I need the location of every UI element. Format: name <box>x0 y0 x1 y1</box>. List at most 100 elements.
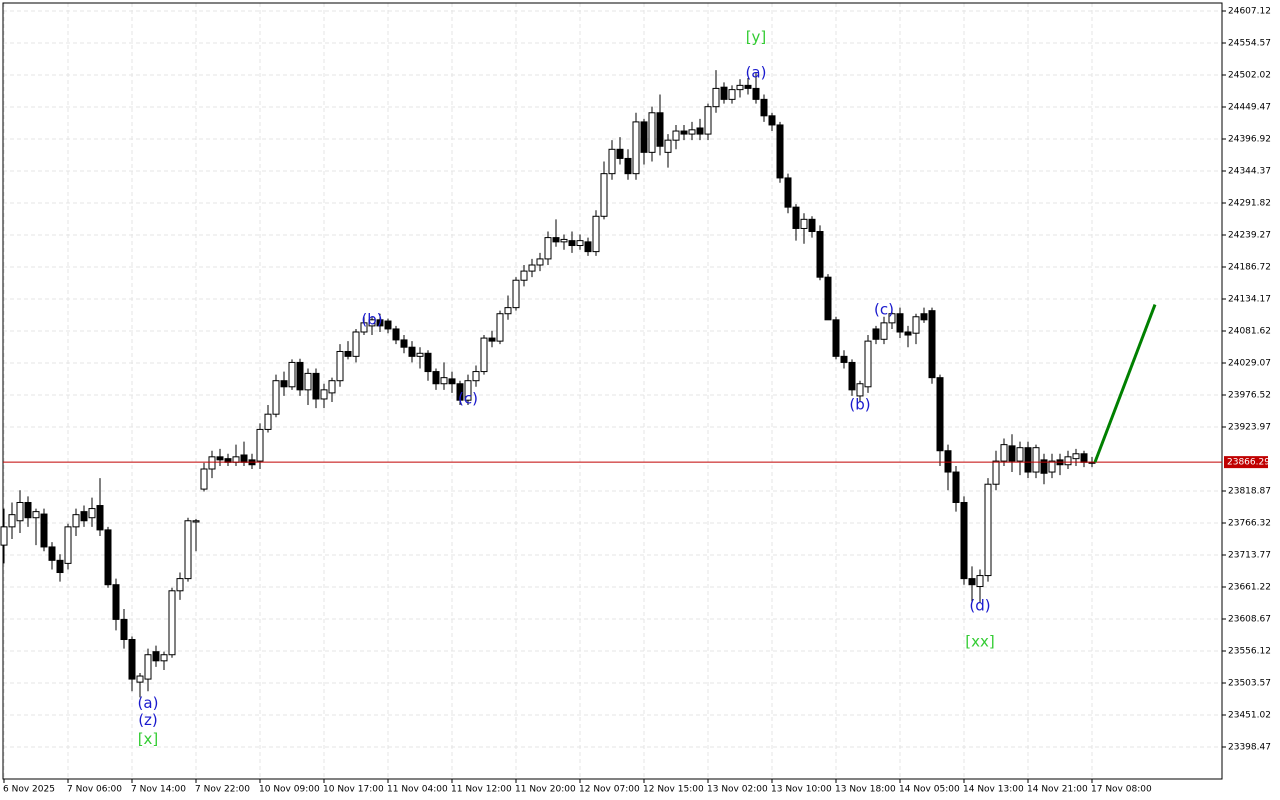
x-tick-label: 7 Nov 22:00 <box>195 785 250 795</box>
candle-body <box>360 322 368 333</box>
candle-body <box>992 460 1000 485</box>
candle-body <box>608 148 616 175</box>
candle-body <box>64 526 72 564</box>
y-tick-label: 24134.17 <box>1228 295 1271 305</box>
candle-body <box>632 121 640 175</box>
candle-body <box>448 378 456 385</box>
candle-body <box>816 231 824 278</box>
candle-body <box>944 450 952 473</box>
candle-body <box>856 383 864 397</box>
candle-body <box>552 237 560 243</box>
candle-body <box>640 121 648 153</box>
x-tick-label: 7 Nov 06:00 <box>67 785 122 795</box>
candle-body <box>1072 453 1080 460</box>
candle-body <box>136 675 144 683</box>
candle-body <box>432 371 440 385</box>
y-tick-label: 23818.87 <box>1228 487 1271 497</box>
candle-body <box>328 380 336 394</box>
candle-body <box>800 218 808 229</box>
forecast-arrow <box>1093 304 1157 463</box>
candle-body <box>1040 459 1048 474</box>
y-tick-label: 23713.77 <box>1228 551 1271 561</box>
candle-body <box>200 468 208 490</box>
candle-body <box>784 177 792 208</box>
x-tick-label: 13 Nov 10:00 <box>771 785 832 795</box>
candle-body <box>392 328 400 341</box>
candle-body <box>288 361 296 388</box>
candle-body <box>760 98 768 117</box>
wave-label: (d) <box>969 597 990 615</box>
candle-body <box>152 651 160 662</box>
candle-body <box>824 276 832 321</box>
candle-body <box>312 372 320 400</box>
y-tick-label: 24449.47 <box>1228 103 1271 113</box>
candle-body <box>88 508 96 519</box>
candle-body <box>376 319 384 327</box>
candle-body <box>424 352 432 373</box>
candle-body <box>400 339 408 348</box>
candle-body <box>472 371 480 382</box>
candle-body <box>792 206 800 229</box>
candle-body <box>984 483 992 577</box>
candle-body <box>464 380 472 401</box>
y-tick-label: 24607.12 <box>1228 7 1271 17</box>
candle-body <box>48 546 56 561</box>
candle-body <box>688 129 696 135</box>
x-tick-label: 12 Nov 07:00 <box>579 785 640 795</box>
candle-body <box>936 377 944 452</box>
y-tick-label: 24554.57 <box>1228 39 1271 49</box>
candle-body <box>696 127 704 135</box>
candle-body <box>776 124 784 179</box>
y-tick-label: 23661.22 <box>1228 583 1271 593</box>
candle-body <box>24 501 32 519</box>
candle-body <box>168 590 176 656</box>
candle-body <box>440 377 448 385</box>
x-tick-label: 13 Nov 18:00 <box>835 785 896 795</box>
y-tick-label: 24396.92 <box>1228 135 1271 145</box>
candle-body <box>880 322 888 340</box>
candle-body <box>184 520 192 580</box>
candle-body <box>336 350 344 382</box>
wave-label: [x] <box>138 730 159 748</box>
candle-body <box>592 215 600 253</box>
candle-body <box>1032 447 1040 473</box>
candle-body <box>928 310 936 379</box>
candle-body <box>504 307 512 315</box>
candle-body <box>896 313 904 333</box>
candle-body <box>104 529 112 586</box>
candle-body <box>528 264 536 272</box>
candle-body <box>560 238 568 243</box>
x-tick-label: 12 Nov 15:00 <box>643 785 704 795</box>
x-tick-label: 14 Nov 21:00 <box>1027 785 1088 795</box>
wave-label: (b) <box>361 310 382 328</box>
y-tick-label: 24291.82 <box>1228 199 1271 209</box>
candle-body <box>368 319 376 327</box>
candle-body <box>920 313 928 321</box>
candle-body <box>752 87 760 100</box>
candle-body <box>240 454 248 463</box>
candle-body <box>616 148 624 159</box>
x-tick-label: 11 Nov 04:00 <box>387 785 448 795</box>
y-tick-label: 24029.07 <box>1228 359 1271 369</box>
x-tick-label: 6 Nov 2025 <box>3 785 55 795</box>
candle-body <box>544 237 552 260</box>
candle-body <box>0 526 8 546</box>
candle-body <box>512 279 520 309</box>
candle-body <box>704 106 712 135</box>
candle-body <box>736 84 744 91</box>
candle-body <box>304 372 312 391</box>
candle-body <box>832 319 840 357</box>
wave-label: (c) <box>458 389 478 407</box>
candle-body <box>96 505 104 531</box>
candle-body <box>976 575 984 588</box>
plot-frame <box>2 2 1223 780</box>
candle-body <box>960 501 968 580</box>
candle-body <box>352 331 360 357</box>
y-tick-label: 23923.97 <box>1228 423 1271 433</box>
candle-body <box>568 240 576 247</box>
candle-body <box>576 240 584 247</box>
y-tick-label: 24239.27 <box>1228 231 1271 241</box>
candle-body <box>16 501 24 522</box>
candle-body <box>1080 453 1088 463</box>
candle-body <box>344 350 352 357</box>
